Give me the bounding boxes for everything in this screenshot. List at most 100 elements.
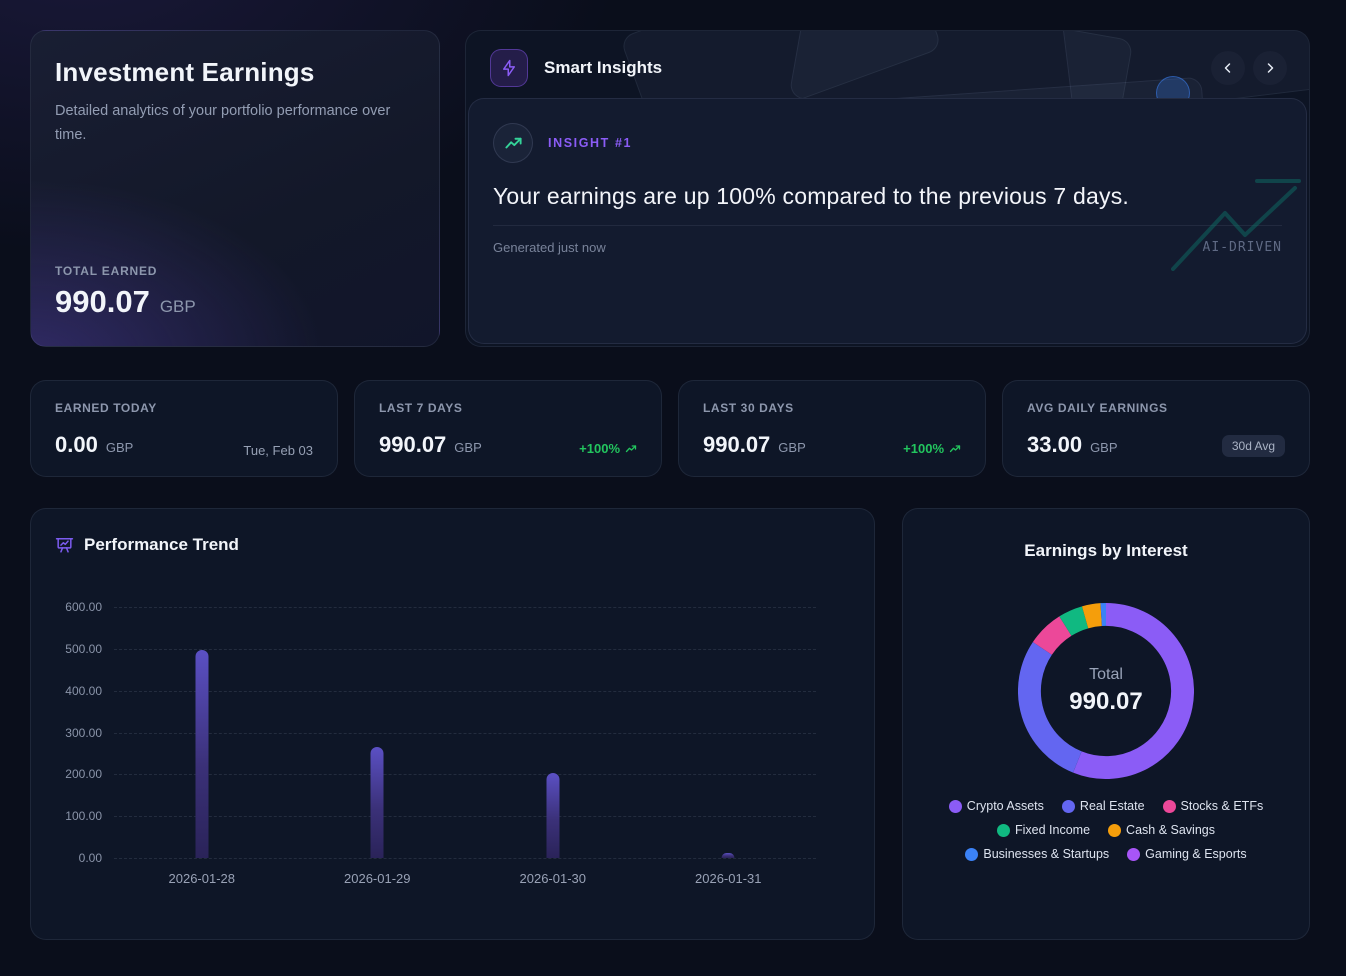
legend-item[interactable]: Cash & Savings: [1108, 823, 1215, 837]
stat-currency: GBP: [454, 440, 482, 455]
hero-card: Investment Earnings Detailed analytics o…: [30, 30, 440, 347]
prev-insight-button[interactable]: [1211, 51, 1245, 85]
donut-chart-title: Earnings by Interest: [1024, 541, 1188, 560]
stat-value: 990.07: [703, 432, 771, 457]
stat-trend: +100%: [579, 441, 637, 456]
trend-bar[interactable]: [546, 772, 560, 858]
stat-label: LAST 30 DAYS: [703, 401, 794, 415]
y-axis-tick: 400.00: [65, 683, 102, 698]
legend-dot: [948, 799, 962, 813]
y-axis-tick: 200.00: [65, 767, 102, 782]
y-axis-tick: 500.00: [65, 641, 102, 656]
donut-center-label: Total: [1089, 666, 1123, 683]
decorative-trend-line: [1171, 179, 1301, 271]
stat-date: Tue, Feb 03: [243, 443, 313, 458]
total-earned-value: 990.07: [55, 284, 150, 319]
donut-segment[interactable]: [1018, 642, 1083, 773]
donut-chart: Total 990.07: [1018, 603, 1194, 779]
legend-item[interactable]: Real Estate: [1061, 799, 1145, 813]
performance-trend-card: Performance Trend 600.00 500.00 400.00 300.…: [30, 508, 875, 940]
donut-ring[interactable]: [1018, 603, 1194, 779]
gridline: [114, 732, 816, 734]
next-insight-button[interactable]: [1253, 51, 1287, 85]
legend-label: Cash & Savings: [1126, 823, 1215, 837]
insight-panel: INSIGHT #1 Your earnings are up 100% com…: [468, 98, 1307, 344]
trending-up-icon: [493, 123, 533, 163]
stat-card-last-7-days: LAST 7 DAYS 990.07 GBP +100%: [354, 380, 662, 477]
insights-title: Smart Insights: [544, 58, 663, 77]
y-axis-tick: 0.00: [78, 851, 102, 865]
page-title: Investment Earnings: [55, 57, 315, 87]
trend-bar[interactable]: [370, 747, 384, 858]
legend-item[interactable]: Fixed Income: [997, 823, 1090, 837]
total-earned-label: TOTAL EARNED: [55, 264, 158, 278]
legend-dot: [997, 823, 1011, 837]
donut-center-value: 990.07: [1069, 688, 1143, 715]
legend-dot: [1127, 847, 1141, 861]
stat-currency: GBP: [778, 440, 806, 455]
bolt-icon: [490, 49, 528, 87]
stat-label: AVG DAILY EARNINGS: [1027, 401, 1168, 415]
stat-value: 0.00: [55, 432, 98, 457]
stat-value: 33.00: [1027, 432, 1083, 457]
stat-card-earned-today: EARNED TODAY 0.00 GBP Tue, Feb 03: [30, 380, 338, 477]
legend-label: Businesses & Startups: [983, 847, 1110, 861]
stat-currency: GBP: [1090, 440, 1118, 455]
legend-dot: [1108, 823, 1122, 837]
gridline: [114, 774, 816, 776]
trending-up-icon: [625, 443, 637, 455]
trending-up-icon: [949, 443, 961, 455]
presentation-chart-icon: [55, 536, 74, 555]
legend-dot: [1162, 799, 1176, 813]
trend-bar[interactable]: [195, 649, 209, 858]
y-axis-tick: 600.00: [65, 600, 102, 614]
legend-label: Fixed Income: [1015, 823, 1091, 837]
gridline: [114, 858, 816, 859]
legend-label: Gaming & Esports: [1145, 847, 1247, 861]
legend-label: Crypto Assets: [966, 799, 1044, 813]
legend-item[interactable]: Gaming & Esports: [1127, 847, 1247, 861]
ai-driven-tag: AI-DRIVEN: [1202, 240, 1282, 255]
trend-plot: 600.00 500.00 400.00 300.00 200.00 100.00 0.00…: [65, 600, 816, 886]
legend-item[interactable]: Crypto Assets: [948, 799, 1044, 813]
trend-chart-title: Performance Trend: [84, 535, 239, 554]
insight-message: Your earnings are up 100% compared to th…: [493, 183, 1129, 209]
stat-card-avg-daily: AVG DAILY EARNINGS 33.00 GBP 30d Avg: [1002, 380, 1310, 477]
divider: [493, 225, 1282, 226]
stat-trend: +100%: [903, 441, 961, 456]
y-axis-tick: 300.00: [65, 725, 102, 740]
gridline: [114, 690, 816, 692]
stat-currency: GBP: [105, 440, 134, 455]
insight-generated-text: Generated just now: [493, 240, 606, 255]
legend-label: Stocks & ETFs: [1180, 799, 1264, 813]
donut-legend: Crypto Assets Real Estate Stocks & ETFs Fix…: [923, 799, 1289, 861]
donut-segment[interactable]: [1081, 603, 1103, 629]
stat-value: 990.07: [379, 432, 447, 457]
x-axis-tick: 2026-01-31: [695, 871, 762, 886]
stat-label: LAST 7 DAYS: [379, 401, 463, 415]
gridline: [114, 816, 816, 818]
earnings-by-interest-card: Earnings by Interest Total 990.07 Crypto…: [902, 508, 1310, 940]
legend-dot: [965, 847, 979, 861]
legend-item[interactable]: Businesses & Startups: [965, 847, 1109, 861]
stat-card-last-30-days: LAST 30 DAYS 990.07 GBP +100%: [678, 380, 986, 477]
gridline: [114, 607, 816, 608]
x-axis-tick: 2026-01-29: [344, 871, 411, 886]
donut-segment[interactable]: [1073, 603, 1194, 779]
page-description: Detailed analytics of your portfolio per…: [55, 103, 391, 143]
total-earned-currency: GBP: [159, 297, 196, 316]
chevron-right-icon: [1264, 62, 1276, 74]
donut-segment[interactable]: [1032, 616, 1072, 656]
dashboard: Investment Earnings Detailed analytics o…: [30, 30, 1310, 940]
stat-badge: 30d Avg: [1221, 435, 1285, 457]
smart-insights-card: Smart Insights: [465, 30, 1310, 347]
legend-dot: [1061, 799, 1075, 813]
y-axis-tick: 100.00: [65, 809, 102, 824]
gridline: [114, 648, 816, 650]
x-axis-tick: 2026-01-30: [519, 871, 587, 886]
legend-item[interactable]: Stocks & ETFs: [1162, 799, 1264, 813]
x-axis-tick: 2026-01-28: [168, 871, 236, 886]
donut-segment[interactable]: [1059, 606, 1089, 636]
trend-bar[interactable]: [721, 852, 735, 858]
legend-label: Real Estate: [1079, 799, 1145, 813]
